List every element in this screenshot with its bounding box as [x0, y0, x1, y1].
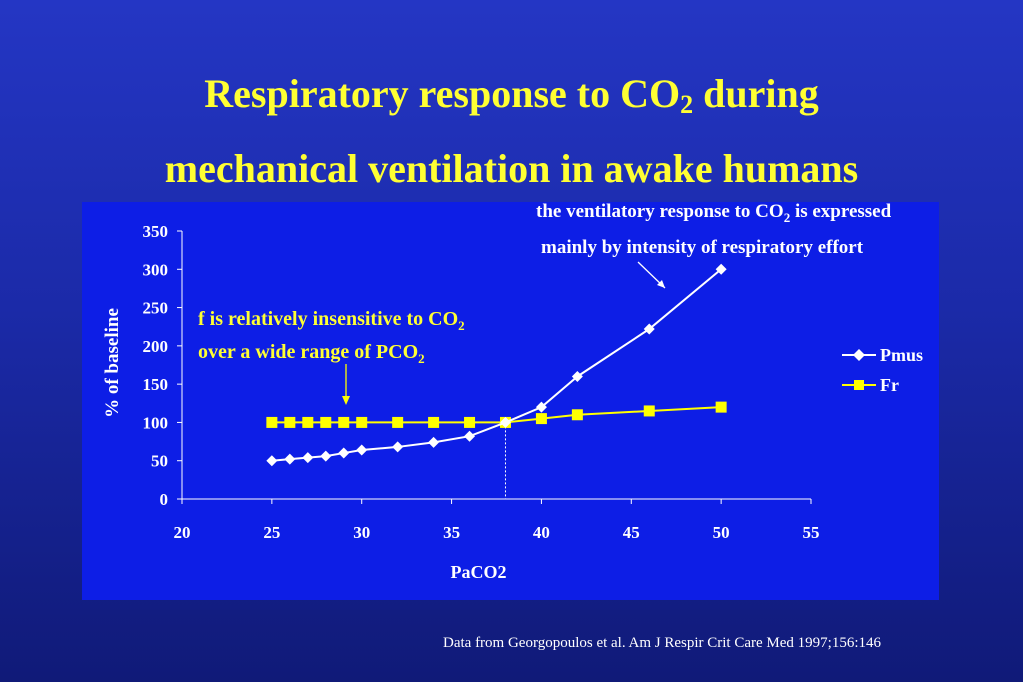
- title-line-1: Respiratory response to CO2 during: [0, 62, 1023, 137]
- title-text-b: during: [693, 71, 819, 116]
- data-point-pmus: [392, 441, 404, 453]
- y-tick-label: 200: [143, 337, 169, 356]
- annotation-left: f is relatively insensitive to CO2 over …: [198, 306, 465, 372]
- x-axis-label: PaCO2: [451, 562, 507, 582]
- data-point-pmus: [715, 263, 727, 275]
- legend-item-pmus: Pmus: [842, 340, 923, 370]
- chart: 0 50 100 150 200 250 300 350 20 25 30 35 40 45 50 55 PaC…: [102, 222, 820, 582]
- y-tick-label: 250: [143, 299, 169, 318]
- chart-area: 0 50 100 150 200 250 300 350 20 25 30 35 40 45 50 55 PaC…: [82, 202, 939, 600]
- title-subscript: 2: [680, 90, 694, 119]
- data-point-fr: [643, 405, 655, 417]
- annotation-arrowhead-fr: [342, 396, 350, 405]
- x-tick-label: 35: [443, 523, 460, 542]
- x-tick-label: 40: [533, 523, 550, 542]
- legend-label-fr: Fr: [880, 374, 899, 395]
- annotation-top-line-2: mainly by intensity of respiratory effor…: [541, 237, 864, 258]
- data-point-fr: [338, 416, 350, 428]
- data-point-fr: [284, 416, 296, 428]
- y-tick-label: 50: [151, 452, 168, 471]
- data-point-fr: [571, 409, 583, 421]
- annotation-arrowhead-pmus: [657, 280, 665, 288]
- data-point-pmus: [284, 453, 296, 465]
- slide-title: Respiratory response to CO2 during mecha…: [0, 62, 1023, 201]
- citation-footer: Data from Georgopoulos et al. Am J Respi…: [443, 635, 881, 651]
- annotation-top-text-a: the ventilatory response to CO: [536, 201, 784, 222]
- data-point-fr: [356, 416, 368, 428]
- data-point-fr: [715, 401, 727, 413]
- data-point-pmus: [266, 455, 278, 467]
- data-point-pmus: [499, 416, 511, 428]
- data-point-fr: [535, 413, 547, 425]
- y-tick-label: 0: [160, 490, 169, 509]
- annotation-top-subscript: 2: [783, 209, 791, 225]
- y-tick-label: 350: [143, 222, 169, 241]
- title-text-a: Respiratory response to CO: [204, 71, 681, 116]
- x-tick-label: 55: [803, 523, 820, 542]
- annotation-left-subscript-a: 2: [458, 318, 465, 333]
- legend: Pmus Fr: [842, 340, 923, 400]
- data-point-pmus: [302, 452, 314, 464]
- data-point-pmus: [320, 450, 332, 462]
- annotation-top-line-1: the ventilatory response to CO2 is expre…: [536, 201, 891, 226]
- x-tick-label: 20: [174, 523, 191, 542]
- y-tick-label: 300: [143, 260, 169, 279]
- data-point-pmus: [428, 436, 440, 448]
- x-tick-label: 25: [263, 523, 280, 542]
- legend-marker-pmus: [842, 349, 876, 361]
- data-point-pmus: [356, 444, 368, 456]
- legend-item-fr: Fr: [842, 370, 923, 400]
- y-tick-label: 150: [143, 375, 169, 394]
- annotation-left-line-2: over a wide range of PCO2: [198, 339, 465, 372]
- x-tick-label: 50: [713, 523, 730, 542]
- title-line-2: mechanical ventilation in awake humans: [164, 146, 859, 191]
- data-point-fr: [464, 416, 476, 428]
- data-point-fr: [392, 416, 404, 428]
- x-tick-label: 45: [623, 523, 640, 542]
- data-point-pmus: [643, 323, 655, 335]
- data-point-pmus: [571, 370, 583, 382]
- annotation-top-text-b: is expressed: [790, 201, 892, 222]
- annotation-left-text-b: over a wide range of PCO: [198, 341, 419, 363]
- legend-label-pmus: Pmus: [880, 344, 924, 365]
- data-point-fr: [266, 416, 278, 428]
- data-point-fr: [302, 416, 314, 428]
- annotation-left-text-a: f is relatively insensitive to CO: [198, 308, 459, 330]
- data-point-pmus: [338, 447, 350, 459]
- y-tick-label: 100: [143, 413, 169, 432]
- data-point-fr: [428, 416, 440, 428]
- legend-marker-fr: [842, 380, 876, 390]
- annotation-left-subscript-b: 2: [418, 351, 425, 366]
- x-tick-label: 30: [353, 523, 370, 542]
- data-point-pmus: [535, 401, 547, 413]
- y-axis-label: % of baseline: [102, 308, 123, 418]
- data-point-fr: [320, 416, 332, 428]
- data-point-pmus: [464, 430, 476, 442]
- annotation-left-line-1: f is relatively insensitive to CO2: [198, 306, 465, 339]
